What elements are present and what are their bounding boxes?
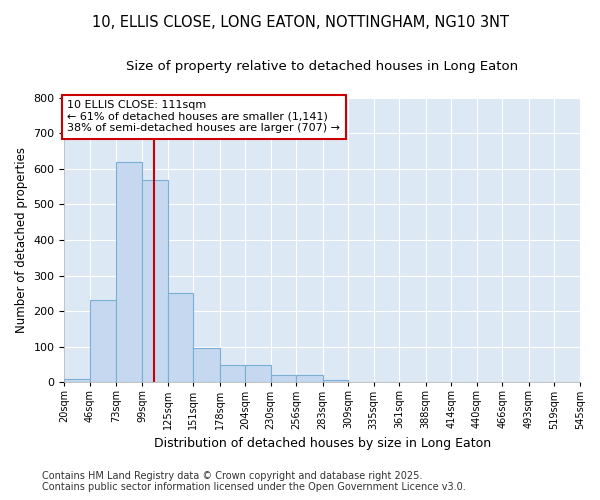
- X-axis label: Distribution of detached houses by size in Long Eaton: Distribution of detached houses by size …: [154, 437, 491, 450]
- Text: 10, ELLIS CLOSE, LONG EATON, NOTTINGHAM, NG10 3NT: 10, ELLIS CLOSE, LONG EATON, NOTTINGHAM,…: [91, 15, 509, 30]
- Bar: [271, 374, 296, 382]
- Bar: [193, 348, 220, 382]
- Text: Contains HM Land Registry data © Crown copyright and database right 2025.
Contai: Contains HM Land Registry data © Crown c…: [42, 471, 466, 492]
- Bar: [116, 162, 142, 382]
- Bar: [142, 180, 167, 382]
- Bar: [167, 292, 193, 382]
- Title: Size of property relative to detached houses in Long Eaton: Size of property relative to detached ho…: [126, 60, 518, 73]
- Bar: [220, 366, 245, 382]
- Y-axis label: Number of detached properties: Number of detached properties: [15, 147, 28, 333]
- Bar: [90, 300, 116, 382]
- Bar: [296, 374, 323, 382]
- Bar: [64, 379, 90, 382]
- Bar: [323, 380, 348, 382]
- Bar: [245, 366, 271, 382]
- Text: 10 ELLIS CLOSE: 111sqm
← 61% of detached houses are smaller (1,141)
38% of semi-: 10 ELLIS CLOSE: 111sqm ← 61% of detached…: [67, 100, 340, 134]
